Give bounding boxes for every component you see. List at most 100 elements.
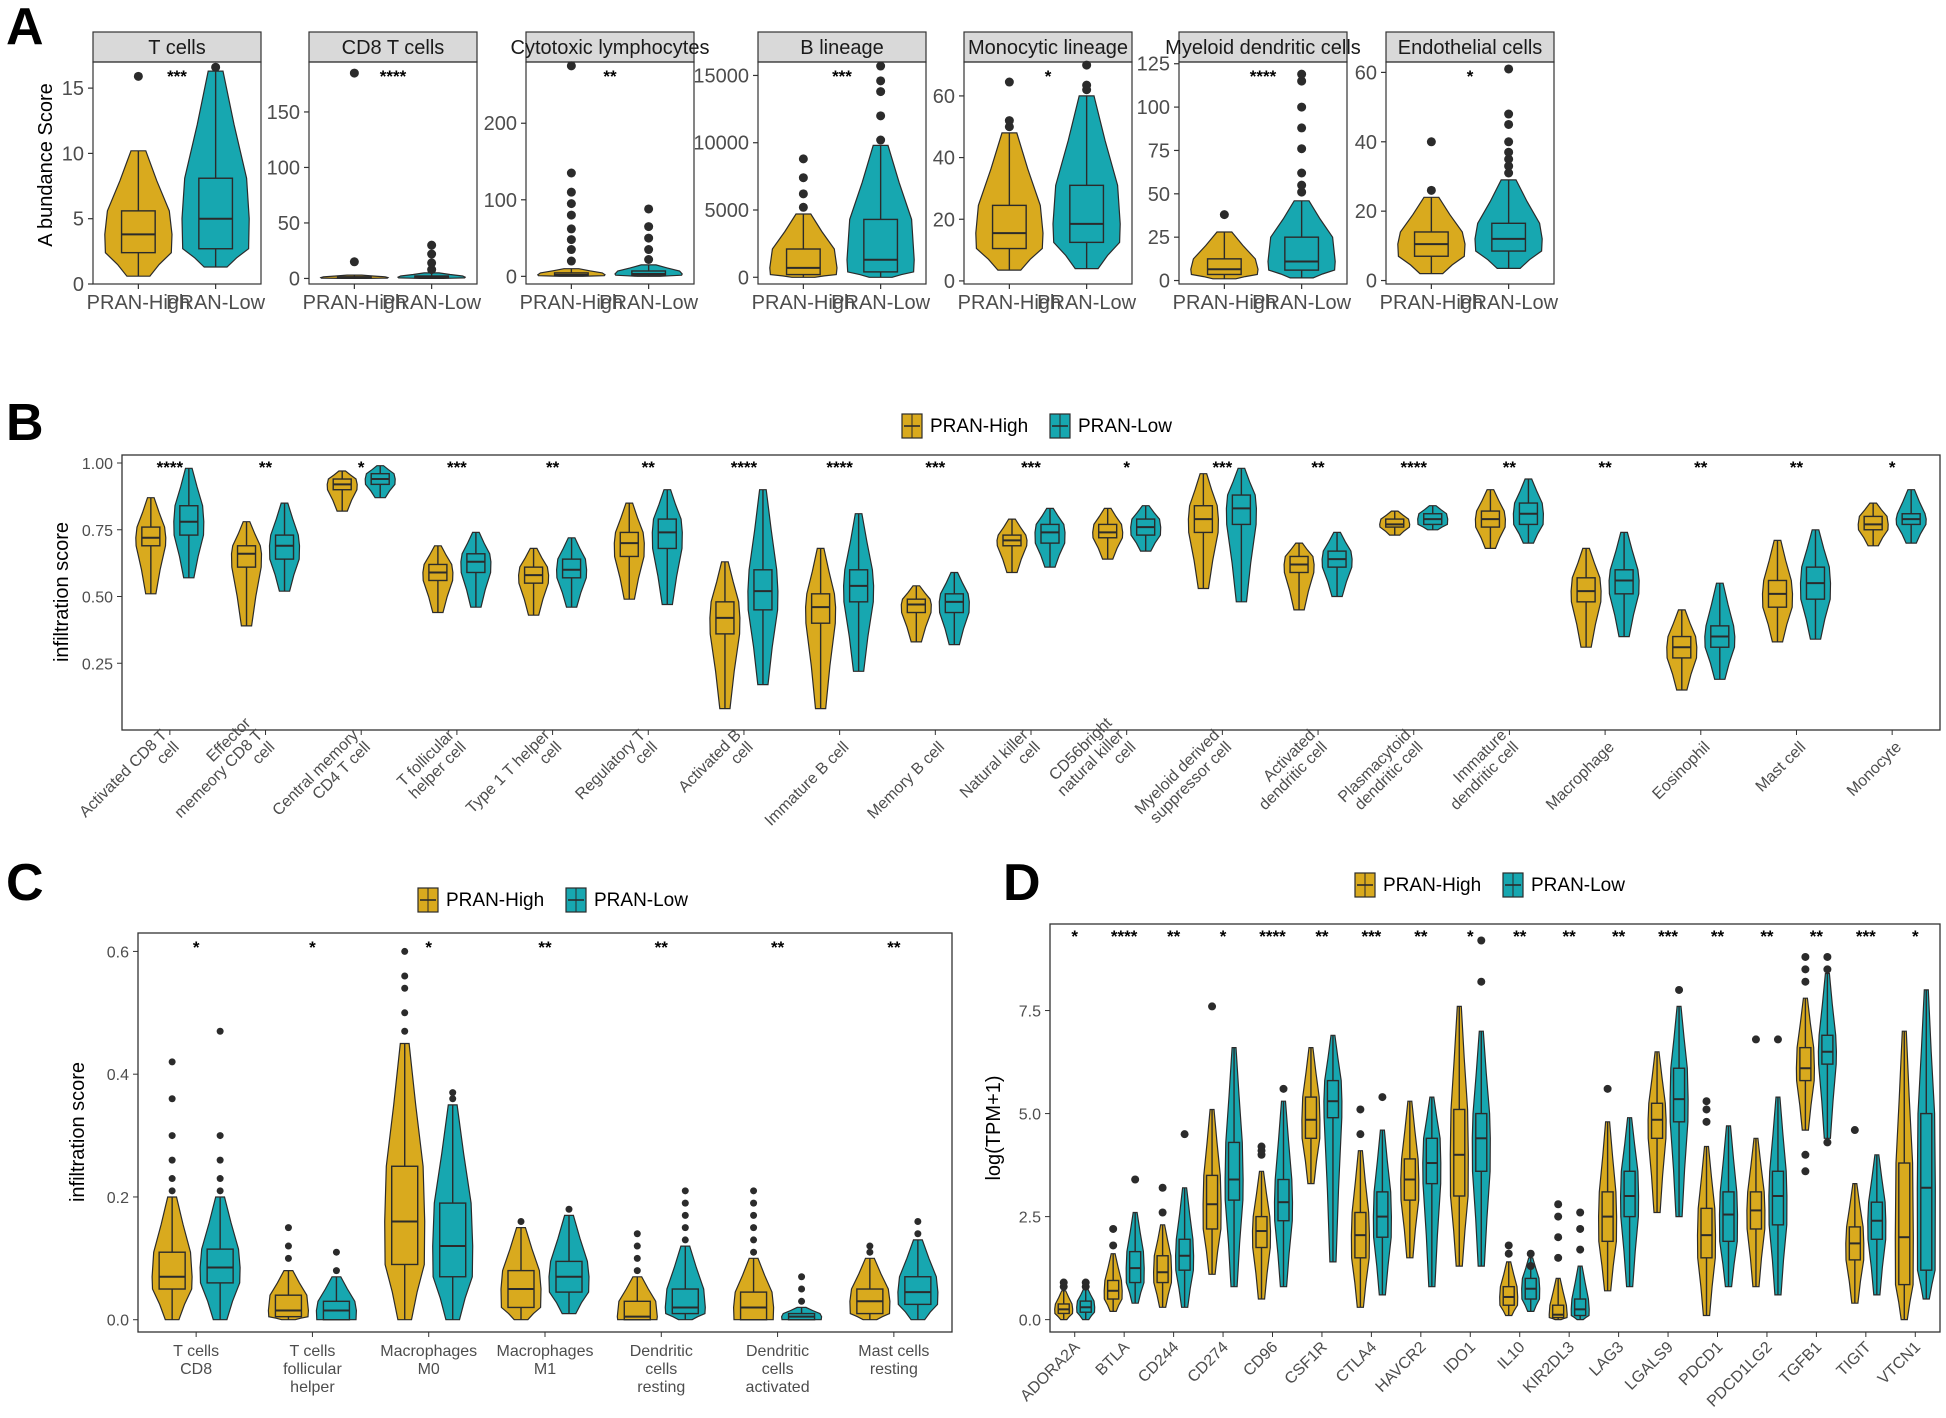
legend-key-low: PRAN-Low (1049, 413, 1172, 439)
point-low-outlier-3 (427, 240, 437, 250)
facet-frame (1385, 61, 1555, 285)
significance-label: *** (1856, 927, 1876, 946)
box-low-box (1040, 523, 1060, 544)
box-low (1821, 973, 1834, 1139)
significance-label: * (1467, 927, 1474, 946)
y-tick-label: 0.25 (82, 656, 113, 673)
box-low-box (944, 593, 965, 614)
facet-title: Myeloid dendritic cells (1165, 37, 1361, 59)
box-high (785, 214, 821, 278)
point-high-outlier-0 (566, 256, 576, 266)
x-tick-label: PRAN-High (87, 292, 190, 314)
significance-label: ** (1513, 927, 1527, 946)
category-16: ** Eosinophil (1649, 458, 1736, 803)
point-low-outlier-0 (211, 62, 221, 72)
box-low (1623, 1117, 1636, 1287)
box-high (1097, 508, 1118, 560)
x-tick-label: T cells follicular helper (283, 1343, 342, 1396)
box-high (1700, 1146, 1713, 1316)
y-tick-label: 100 (1137, 97, 1170, 119)
significance-label: ** (655, 938, 669, 957)
box-low-box (1623, 1170, 1636, 1218)
panel-c-legend: PRAN-High PRAN-Low (417, 887, 688, 913)
point-low-outlier-0 (1180, 1130, 1189, 1139)
box-high-box (1255, 1215, 1268, 1249)
box-high-box (991, 204, 1027, 250)
box-high-box (391, 1165, 419, 1266)
x-tick-label: LAG3 (1586, 1339, 1627, 1380)
box-low-box (657, 518, 677, 550)
point-high-outlier-0 (284, 1254, 292, 1262)
panel-letter-c: C (6, 854, 44, 912)
significance-label: *** (832, 67, 852, 86)
box-low-box (1722, 1191, 1735, 1243)
point-high-outlier-1 (866, 1242, 874, 1250)
point-high-outlier-1 (1554, 1233, 1563, 1242)
point-high-outlier-0 (1158, 1208, 1167, 1217)
box-low (1423, 505, 1443, 530)
x-tick-label: HAVCR2 (1373, 1339, 1430, 1396)
category-2: ** CD244 (1135, 927, 1195, 1386)
point-low-outlier-0 (1526, 1262, 1535, 1271)
box-high-box (1106, 1279, 1120, 1300)
box-high-box (1863, 515, 1883, 531)
panel-b-chart: PRAN-High PRAN-Low infiltration score 0.25 0… (51, 413, 1941, 829)
point-low-outlier-3 (681, 1199, 689, 1207)
point-low-outlier-0 (449, 1095, 457, 1103)
point-low-outlier-1 (449, 1089, 457, 1097)
point-low-outlier-7 (1297, 69, 1307, 79)
box-low (274, 503, 295, 592)
y-tick-label: 0.0 (107, 1313, 129, 1330)
panel-c-ylabel: infiltration score (67, 1062, 89, 1202)
x-tick-label: Dendritic cells activated (746, 1343, 810, 1396)
box-high (1672, 609, 1692, 690)
point-low-outlier-1 (914, 1218, 922, 1226)
box-high-box (1650, 1102, 1664, 1140)
box-high (336, 275, 372, 279)
legend-key-high: PRAN-High (901, 413, 1028, 439)
box-high (1156, 1224, 1169, 1308)
point-low-outlier-1 (1504, 161, 1514, 171)
point-low-outlier-0 (1297, 187, 1307, 197)
x-tick-label: PRAN-Low (1459, 292, 1558, 314)
box-low (466, 532, 486, 608)
box-high (507, 1227, 535, 1320)
box-high (332, 471, 352, 512)
point-low-outlier-0 (565, 1205, 573, 1213)
point-high-outlier-0 (1208, 1002, 1217, 1011)
significance-label: ** (546, 458, 560, 477)
y-tick-label: 25 (1148, 227, 1170, 249)
category-14: **PDCD1LG2 (1704, 927, 1788, 1411)
box-high-box (623, 1300, 651, 1321)
facet-4: Monocytic lineage 0 20 40 60 PRAN-HighPRAN-Lo… (933, 31, 1137, 314)
point-high-outlier-0 (1356, 1130, 1365, 1139)
box-low (1771, 1097, 1785, 1295)
facet-strip (92, 31, 262, 63)
point-low-outlier-2 (876, 87, 886, 97)
x-tick-label: BTLA (1093, 1339, 1134, 1380)
point-low-outlier-1 (1477, 936, 1486, 945)
point-high-outlier-2 (1257, 1142, 1266, 1151)
category-11: ** LAG3 (1586, 927, 1640, 1380)
panel-letter-d: D (1003, 854, 1041, 912)
significance-label: ** (1563, 927, 1577, 946)
x-tick-label: T follicularhelper cell (394, 726, 470, 802)
box-high (619, 503, 639, 600)
point-high-outlier-3 (168, 1132, 176, 1140)
point-high-outlier-1 (1504, 1241, 1513, 1250)
box-high (623, 1276, 651, 1321)
facet-strip (757, 31, 927, 63)
x-tick-label: Mast cell (1753, 739, 1810, 796)
point-high-outlier-4 (1801, 952, 1810, 961)
panel-letter-b: B (6, 394, 44, 452)
y-tick-label: 50 (1148, 184, 1170, 206)
x-tick-label: Regulatory Tcell (572, 727, 661, 816)
x-tick-label: Plasmacytoiddendritic cell (1335, 727, 1426, 818)
box-high (1385, 511, 1405, 536)
point-low-outlier-2 (1504, 154, 1514, 164)
x-tick-label: CD96 (1240, 1339, 1281, 1380)
facet-strip (308, 31, 478, 63)
point-low-outlier-4 (644, 204, 654, 214)
box-low-box (561, 558, 582, 579)
